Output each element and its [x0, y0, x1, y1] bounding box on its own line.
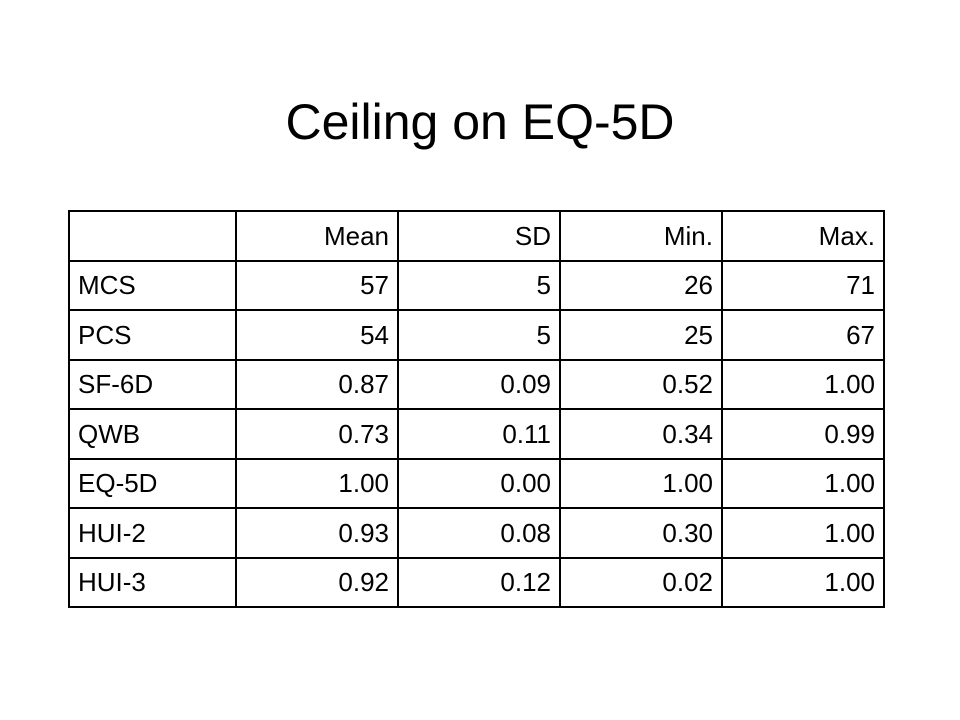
row-label: EQ-5D [68, 457, 237, 509]
header-row: Mean SD Min. Max. [68, 210, 885, 262]
table-cell: 1.00 [721, 358, 885, 410]
table-cell: 0.12 [397, 556, 561, 608]
table-cell: 0.11 [397, 408, 561, 460]
slide-title: Ceiling on EQ-5D [285, 94, 675, 150]
table-row: QWB 0.73 0.11 0.34 0.99 [68, 408, 885, 460]
row-label: QWB [68, 408, 237, 460]
table-cell: 26 [559, 259, 723, 311]
table-cell: 0.34 [559, 408, 723, 460]
table-cell: 1.00 [721, 457, 885, 509]
corner-cell [68, 210, 237, 262]
column-header: Max. [721, 210, 885, 262]
table-cell: 25 [559, 309, 723, 361]
table-cell: 1.00 [559, 457, 723, 509]
table-row: HUI-2 0.93 0.08 0.30 1.00 [68, 507, 885, 559]
table-cell: 54 [235, 309, 399, 361]
table-cell: 0.52 [559, 358, 723, 410]
table-cell: 0.00 [397, 457, 561, 509]
table-cell: 0.92 [235, 556, 399, 608]
row-label: HUI-2 [68, 507, 237, 559]
table-cell: 0.99 [721, 408, 885, 460]
table-cell: 0.02 [559, 556, 723, 608]
row-label: SF-6D [68, 358, 237, 410]
data-table: Mean SD Min. Max. MCS 57 5 26 71 PCS 54 5 25 67 SF-6D 0… [68, 210, 885, 608]
row-label: HUI-3 [68, 556, 237, 608]
table-cell: 67 [721, 309, 885, 361]
table-cell: 57 [235, 259, 399, 311]
table-row: SF-6D 0.87 0.09 0.52 1.00 [68, 358, 885, 410]
row-label: MCS [68, 259, 237, 311]
row-label: PCS [68, 309, 237, 361]
table-row: MCS 57 5 26 71 [68, 259, 885, 311]
table-cell: 0.08 [397, 507, 561, 559]
table-row: PCS 54 5 25 67 [68, 309, 885, 361]
table-cell: 1.00 [721, 507, 885, 559]
column-header: Min. [559, 210, 723, 262]
table-cell: 1.00 [721, 556, 885, 608]
table-cell: 71 [721, 259, 885, 311]
table-row: EQ-5D 1.00 0.00 1.00 1.00 [68, 457, 885, 509]
table-cell: 0.93 [235, 507, 399, 559]
table-cell: 0.87 [235, 358, 399, 410]
table-cell: 5 [397, 309, 561, 361]
table-cell: 1.00 [235, 457, 399, 509]
table-body: Mean SD Min. Max. MCS 57 5 26 71 PCS 54 5 25 67 SF-6D 0… [68, 210, 885, 608]
column-header: Mean [235, 210, 399, 262]
table-cell: 0.73 [235, 408, 399, 460]
table-cell: 0.30 [559, 507, 723, 559]
column-header: SD [397, 210, 561, 262]
table-row: HUI-3 0.92 0.12 0.02 1.00 [68, 556, 885, 608]
table-cell: 0.09 [397, 358, 561, 410]
table-cell: 5 [397, 259, 561, 311]
